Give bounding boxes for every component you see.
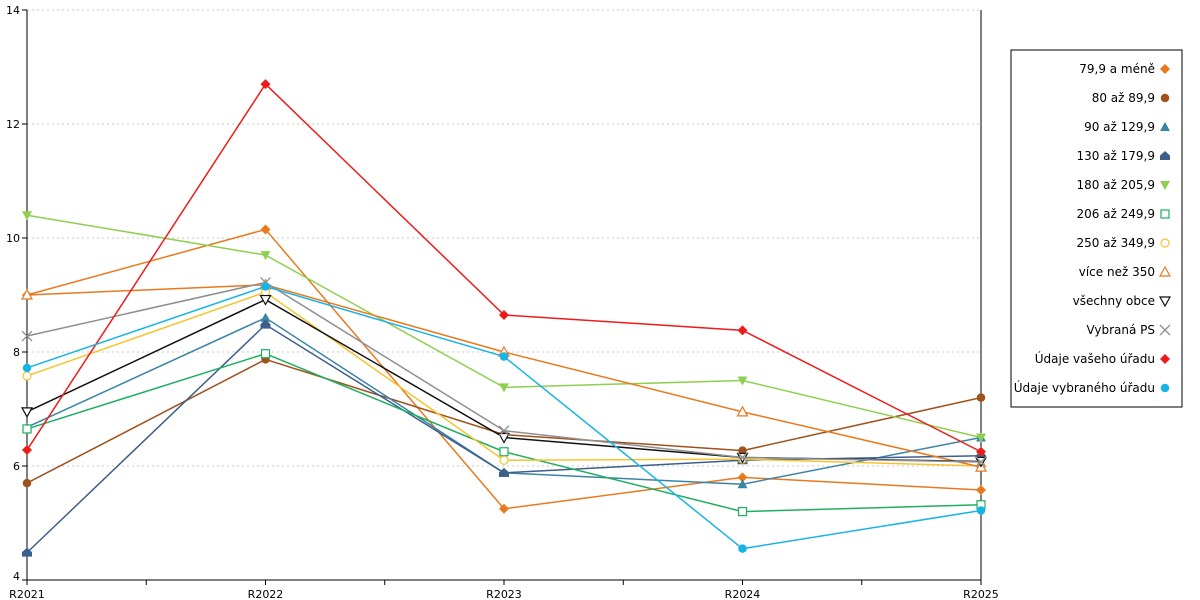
legend-marker (1158, 296, 1172, 308)
legend-marker (1160, 122, 1170, 131)
data-point (20, 407, 34, 419)
series-1 (22, 355, 986, 488)
data-point (21, 330, 33, 342)
legend-label: 79,9 a méně (1079, 62, 1155, 76)
y-tick-label: 6 (13, 460, 20, 473)
legend-marker (1160, 209, 1170, 219)
legend-box (1010, 49, 1183, 408)
x-ticks: R2021 R2022 R2023 R2024 R2025 (9, 580, 999, 600)
data-point (260, 312, 271, 322)
y-tick-label: 10 (6, 232, 20, 245)
data-point (737, 479, 748, 489)
y-tick-label: 8 (13, 346, 20, 359)
data-point (260, 224, 271, 235)
legend: 79,9 a méně 80 až 89,9 90 až 129,9 130 až 1… (1010, 49, 1183, 408)
data-point (499, 467, 509, 477)
series-line (26, 82, 982, 453)
data-point (976, 393, 986, 402)
x-tick-label: R2023 (486, 588, 522, 600)
axes (26, 10, 982, 581)
data-point (22, 211, 32, 221)
legend-label: Údaje vašeho úřadu (1035, 351, 1155, 366)
data-point (260, 319, 271, 329)
legend-label: 180 až 205,9 (1076, 178, 1155, 192)
data-point (260, 349, 271, 359)
data-point (737, 507, 748, 517)
data-point (497, 432, 511, 444)
series-0 (22, 224, 986, 514)
data-point (737, 325, 748, 336)
legend-label: Vybraná PS (1086, 323, 1155, 337)
series-4 (22, 211, 986, 443)
legend-label: všechny obce (1073, 294, 1155, 308)
legend-marker (1159, 324, 1171, 336)
series-10 (22, 79, 986, 457)
data-point (22, 547, 32, 557)
data-point (22, 424, 32, 434)
legend-marker (1160, 93, 1170, 103)
data-point (736, 405, 749, 417)
legend-marker (1160, 383, 1170, 393)
data-point (499, 447, 509, 457)
x-tick-label: R2025 (963, 588, 999, 600)
data-point (976, 446, 986, 457)
legend-label: 206 až 249,9 (1076, 207, 1155, 221)
legend-label: více než 350 (1079, 265, 1155, 279)
data-point (976, 433, 986, 443)
data-point (259, 294, 272, 306)
data-point (737, 376, 748, 386)
grid (27, 9, 981, 467)
data-point (20, 288, 34, 300)
x-tick-label: R2024 (725, 588, 761, 600)
data-point (976, 484, 986, 495)
legend-marker (1160, 64, 1170, 74)
data-point (499, 352, 509, 361)
x-tick-label: R2021 (9, 588, 45, 600)
data-point (261, 282, 270, 291)
data-point (976, 506, 986, 515)
data-point (738, 544, 747, 553)
series-line (26, 228, 982, 510)
y-tick-label: 14 (6, 4, 20, 17)
legend-marker (1160, 354, 1170, 364)
legend-marker (1158, 265, 1172, 277)
data-point (499, 309, 509, 320)
series-group (20, 79, 988, 557)
legend-label: Údaje vybraného úřadu (1014, 380, 1155, 395)
data-point (498, 425, 510, 437)
x-tick-label: R2022 (248, 588, 284, 600)
data-point (738, 446, 747, 455)
legend-label: 80 až 89,9 (1092, 91, 1155, 105)
data-point (737, 451, 748, 463)
series-9 (21, 277, 987, 468)
legend-label: 90 až 129,9 (1084, 120, 1155, 134)
y-ticks: 4 6 8 10 12 14 (6, 4, 27, 583)
series-11 (22, 282, 986, 553)
data-point (260, 251, 271, 261)
data-point (975, 456, 987, 468)
y-tick-label: 12 (6, 118, 20, 131)
legend-label: 130 až 179,9 (1076, 149, 1155, 163)
data-point (22, 371, 32, 381)
legend-marker (1160, 181, 1170, 190)
data-point (499, 455, 509, 465)
data-point (22, 478, 32, 488)
y-tick-label: 4 (13, 570, 20, 583)
legend-marker (1160, 238, 1170, 248)
data-point (22, 445, 32, 456)
data-point (260, 79, 271, 90)
data-point (737, 472, 748, 483)
legend-label: 250 až 349,9 (1076, 236, 1155, 250)
data-point (499, 503, 509, 514)
legend-marker (1160, 151, 1170, 160)
data-point (499, 383, 509, 393)
data-point (22, 363, 32, 373)
